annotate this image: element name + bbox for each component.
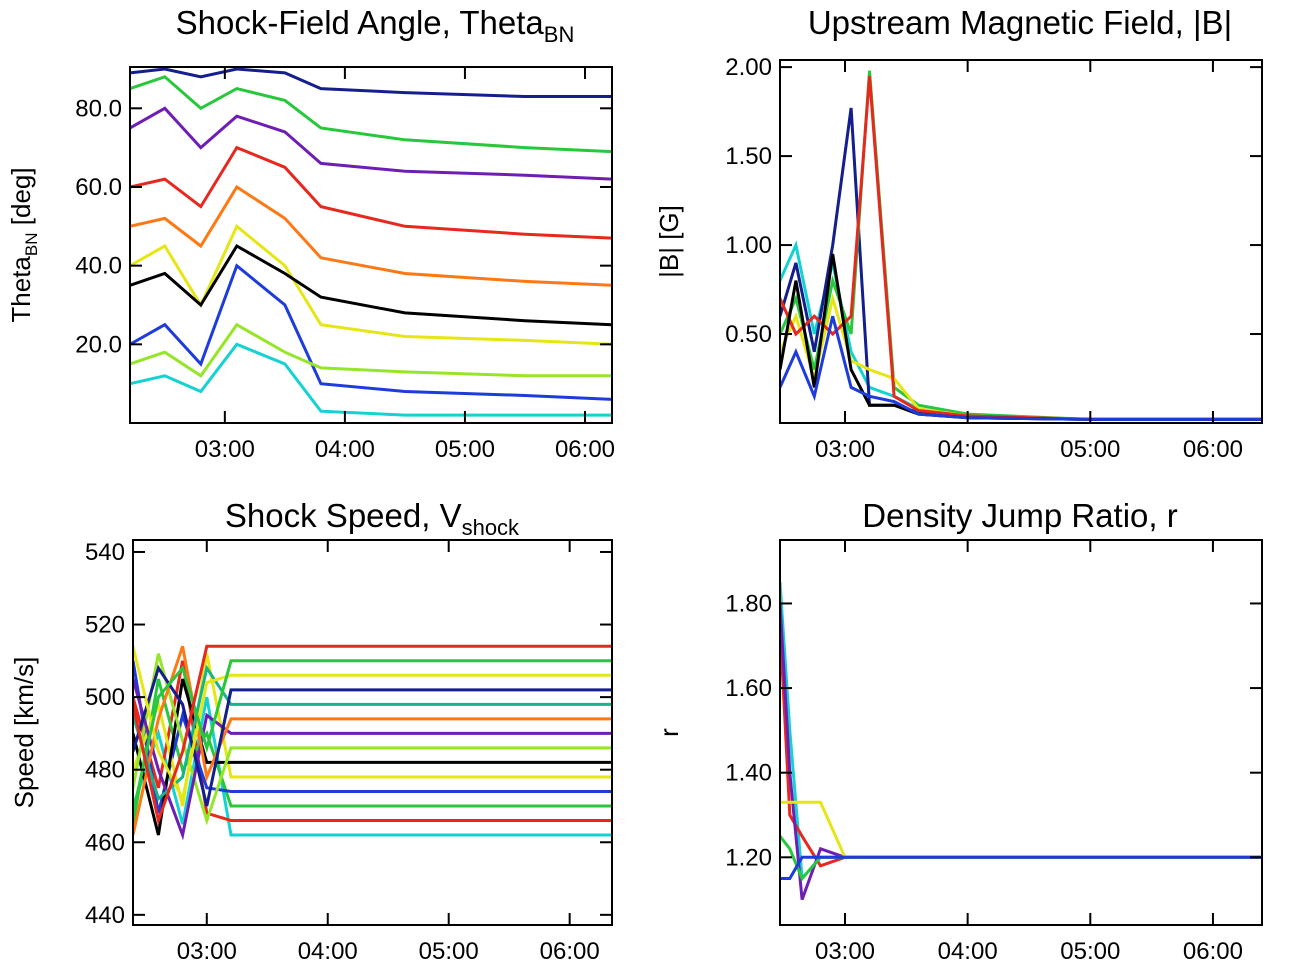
y-tick-label: 1.00 [725,232,772,259]
y-tick-label: 20.0 [75,331,122,358]
title-text: Upstream Magnetic Field, |B| [808,4,1232,41]
data-line [133,659,612,814]
panel-title: Upstream Magnetic Field, |B| [808,4,1232,41]
x-tick-label: 04:00 [298,938,358,965]
y-tick-label: 1.60 [725,675,772,702]
title-subscript: shock [462,515,520,540]
data-line [133,664,612,807]
panel-title: Shock-Field Angle, ThetaBN [176,4,575,47]
title-text: Shock-Field Angle, Theta [176,4,545,41]
data-line [130,75,612,154]
title-subscript: BN [544,22,575,47]
y-axis-label: ThetaBN [deg] [6,167,41,322]
y-tick-label: 500 [85,684,125,711]
y-label-text: Theta [6,256,36,323]
x-tick-label: 06:00 [540,938,600,965]
plot-frame [129,66,613,424]
panel: Upstream Magnetic Field, |B| |B| [G] 0.50 1… [654,4,1263,463]
data-line [780,800,1262,859]
data-line [780,855,1262,880]
y-tick-label: 0.50 [725,321,772,348]
y-label-text: r [654,728,684,737]
y-tick-label: 440 [85,902,125,929]
data-line [133,644,612,826]
x-tick-label: 04:00 [938,938,998,965]
y-tick-label: 460 [85,829,125,856]
x-tick-label: 04:00 [938,436,998,463]
data-line [133,678,612,841]
data-line [130,342,612,417]
y-tick-label: 480 [85,757,125,784]
data-line [130,322,612,378]
data-line [130,145,612,240]
title-text: Shock Speed, V [225,497,462,534]
data-line [780,315,1262,421]
y-tick-label: 80.0 [75,95,122,122]
y-label-text: Speed [km/s] [9,657,39,809]
x-tick-label: 05:00 [1060,436,1120,463]
y-tick-label: 520 [85,612,125,639]
x-tick-label: 06:00 [555,436,615,463]
y-axis-label: r [654,728,684,737]
y-label-tail: [deg] [6,167,36,232]
panel: Shock Speed, Vshock Speed [km/s] 440 460 480… [9,497,613,965]
y-tick-label: 1.80 [725,590,772,617]
x-tick-label: 05:00 [1060,938,1120,965]
y-tick-label: 2.00 [725,54,772,81]
x-tick-label: 05:00 [419,938,479,965]
panel: Density Jump Ratio, r r 1.20 1.40 1.60 1.80 03… [654,497,1263,965]
data-line [130,223,612,346]
y-tick-label: 1.40 [725,760,772,787]
panel-title: Shock Speed, Vshock [225,497,520,540]
data-line [780,582,1262,883]
y-label-subscript: BN [22,232,41,256]
x-tick-label: 06:00 [1183,436,1243,463]
plot-frame [779,539,1263,926]
x-tick-label: 03:00 [177,938,237,965]
y-tick-label: 60.0 [75,174,122,201]
x-tick-label: 05:00 [435,436,495,463]
data-line [133,664,612,802]
panel-title: Density Jump Ratio, r [862,497,1177,534]
data-line [780,624,1262,868]
data-line [130,67,612,98]
x-tick-label: 03:00 [815,436,875,463]
data-line [780,603,1262,901]
data-line [130,243,612,327]
plot-frame [779,59,1263,424]
y-tick-label: 1.20 [725,844,772,871]
x-tick-label: 03:00 [815,938,875,965]
x-tick-label: 03:00 [195,436,255,463]
y-axis-label: |B| [G] [654,205,684,278]
y-tick-label: 40.0 [75,253,122,280]
data-line [133,645,612,804]
y-tick-label: 540 [85,539,125,566]
title-text: Density Jump Ratio, r [862,497,1177,534]
y-label-text: |B| [G] [654,205,684,278]
y-tick-label: 1.50 [725,143,772,170]
data-line [130,106,612,181]
data-line [780,253,1262,421]
x-tick-label: 04:00 [315,436,375,463]
data-line [130,263,612,401]
data-line [130,184,612,287]
y-axis-label: Speed [km/s] [9,657,39,809]
plot-frame [132,539,613,926]
x-tick-label: 06:00 [1183,938,1243,965]
